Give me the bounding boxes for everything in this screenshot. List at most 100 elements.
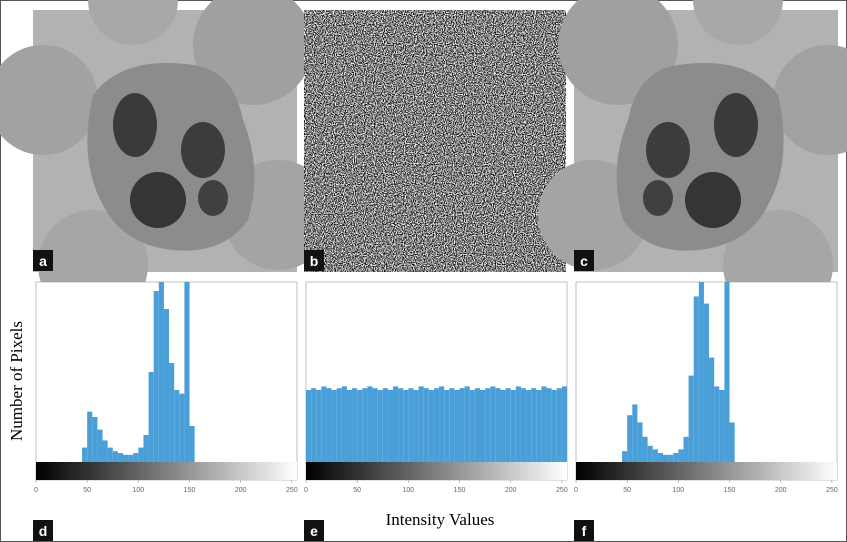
x-tick-label: 150 [454, 487, 466, 494]
bar [128, 454, 134, 462]
bar [505, 388, 511, 462]
x-tick-label: 150 [724, 487, 736, 494]
bar [449, 388, 455, 462]
bar [637, 422, 643, 462]
bar [418, 386, 424, 462]
bar [729, 422, 735, 462]
bar [678, 449, 684, 462]
bar [464, 386, 470, 462]
bar [724, 282, 730, 462]
bar [556, 388, 562, 462]
image-a [0, 0, 333, 320]
bar [148, 372, 154, 462]
bar [387, 390, 393, 462]
bar [377, 390, 383, 462]
bar [326, 388, 332, 462]
bar [490, 386, 496, 462]
bar [321, 386, 327, 462]
colorbar [306, 462, 567, 480]
bar [179, 393, 185, 462]
panel-label: c [580, 253, 588, 269]
bar [668, 454, 674, 462]
bar [346, 390, 353, 462]
bar [683, 436, 689, 462]
bar [714, 386, 720, 462]
bar [698, 282, 704, 462]
bar [536, 390, 542, 462]
x-tick-label: 250 [286, 487, 298, 494]
bar [719, 390, 725, 462]
bar [158, 282, 164, 462]
bar [107, 447, 113, 462]
bar [520, 388, 527, 462]
bar [546, 388, 552, 462]
panel-label: f [582, 523, 587, 539]
x-axis-label: Intensity Values [386, 510, 495, 529]
bar [163, 309, 170, 462]
bar [336, 388, 342, 462]
x-tick-label: 100 [673, 487, 685, 494]
bar [673, 453, 679, 462]
panel-label-bg [304, 250, 324, 271]
bar [398, 388, 404, 462]
bar [393, 386, 399, 462]
bar [657, 453, 663, 462]
x-tick-label: 150 [184, 487, 196, 494]
bar [627, 415, 633, 462]
x-tick-label: 50 [83, 487, 91, 494]
panel-label: a [39, 253, 47, 269]
bar [92, 417, 98, 462]
panel-label: e [310, 523, 318, 539]
bar [423, 388, 429, 462]
bar [444, 390, 450, 462]
x-tick-label: 100 [403, 487, 415, 494]
bar [485, 388, 491, 462]
panel-label-bg [574, 250, 594, 271]
y-axis-label: Number of Pixels [7, 321, 26, 441]
bar [551, 390, 557, 462]
bar [341, 386, 347, 462]
x-tick-label: 200 [235, 487, 247, 494]
bar [647, 445, 653, 462]
x-tick-label: 200 [505, 487, 517, 494]
bar [541, 386, 547, 462]
bar [352, 388, 358, 462]
bar [495, 388, 501, 462]
bar [97, 429, 103, 462]
image-c [538, 0, 847, 320]
panel-label-bg [33, 520, 53, 541]
colorbar [576, 462, 837, 480]
bar [306, 390, 312, 462]
bar [622, 451, 628, 462]
panel-label: d [39, 523, 48, 539]
bar [372, 388, 378, 462]
x-tick-label: 50 [623, 487, 631, 494]
bar [531, 388, 537, 462]
panel-label-bg [304, 520, 324, 541]
bar [474, 388, 480, 462]
bar [709, 357, 715, 462]
bar [123, 454, 129, 462]
bar [439, 386, 445, 462]
bar [316, 390, 322, 462]
bar [408, 388, 414, 462]
bar [143, 435, 149, 462]
bar [87, 411, 93, 462]
bar [189, 426, 195, 462]
bar [632, 404, 638, 462]
bar [174, 390, 180, 462]
bar [561, 386, 567, 462]
x-tick-label: 250 [826, 487, 838, 494]
bar [362, 388, 368, 462]
colorbar [36, 462, 297, 480]
bar [469, 390, 475, 462]
x-tick-label: 250 [556, 487, 568, 494]
bar [169, 363, 175, 462]
bar [138, 447, 144, 462]
bar [663, 454, 669, 462]
panel-label-bg [574, 520, 594, 541]
bar [184, 282, 190, 462]
bar [428, 390, 434, 462]
